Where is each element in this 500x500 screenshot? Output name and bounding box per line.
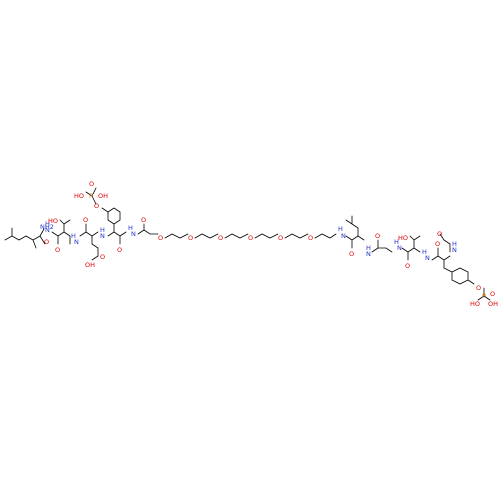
peg-linker: O O O O O O O H N [137, 216, 346, 242]
thr2-o-label: O [405, 262, 410, 270]
thr1-n-label: N [74, 238, 79, 246]
ac-p-o-label: O [490, 290, 495, 298]
glutamate: O O OH H N [79, 216, 105, 269]
leu2-nh-label: H [366, 244, 371, 252]
ptyr1-o-label: O [117, 246, 122, 254]
linker-o4-label: O [248, 234, 253, 242]
thr2-n-label: N [425, 254, 430, 262]
glu-n-label: N [100, 232, 105, 240]
thr1-oh-label: HO [48, 217, 58, 225]
ac-oh-label: OH [488, 300, 498, 308]
ptyr1-p-label: P [89, 192, 93, 200]
linker-o6-label: O [308, 234, 313, 242]
linker-o2-label: O [188, 234, 193, 242]
left-terminal-leucine: O NH2 H N [4, 220, 54, 249]
glycine: O H N [371, 232, 402, 253]
ac-o-amide-label: O [435, 240, 440, 248]
leu-nh2-label: NH2 [40, 223, 54, 231]
linker-o3-label: O [218, 234, 223, 242]
glu-o-label: O [83, 216, 88, 224]
thr2-nh-label: H [422, 248, 427, 256]
ptyr1-hoa-label: HO [74, 192, 84, 200]
gly-n-label: N [397, 244, 402, 252]
thr2-oh-label: HO [398, 234, 408, 242]
gly-nh-label: H [394, 238, 399, 246]
glu-cooh-o-label: O [100, 253, 105, 261]
leu-o-label: O [44, 238, 49, 246]
ac-n-label: N [452, 246, 457, 254]
linker-n-label: N [341, 232, 346, 240]
ptyr1-ring-o-label: O [94, 202, 99, 210]
threonine-1: HO O H N [48, 217, 79, 254]
linker-o1-label: O [158, 234, 163, 242]
thr1-nh-label: H [71, 232, 76, 240]
acetyl-phosphotyrosine: O O H N O P HO OH O [431, 230, 498, 308]
ac-o-label: O [437, 230, 442, 238]
linker-carbonyl-o-label: O [141, 216, 146, 224]
ptyr1-nh-label: H [128, 224, 133, 232]
glu-nh-label: H [100, 226, 105, 234]
ptyr1-n-label: N [131, 230, 136, 238]
gly-o-label: O [375, 232, 380, 240]
thr1-o-label: O [55, 246, 60, 254]
leucine-2: O H N [345, 215, 371, 258]
ptyr1-o-top-label: O [89, 180, 94, 188]
ac-ring-o-label: O [476, 284, 481, 292]
glu-cooh-oh-label: OH [85, 261, 95, 269]
ac-p-label: P [482, 292, 486, 300]
ac-nh-label: H [452, 240, 457, 248]
leu-n-label: N [45, 226, 50, 234]
leu-nh-label: H [45, 220, 50, 228]
threonine-2: HO O H N [398, 234, 430, 270]
ptyr1-oh-label: OH [98, 192, 108, 200]
ac-ho-label: HO [470, 300, 480, 308]
leu2-o-label: O [349, 250, 354, 258]
leu2-n-label: N [366, 250, 371, 258]
phosphotyrosine-1: O P HO OH O O H N [74, 180, 136, 254]
linker-nh-label: H [338, 225, 343, 233]
linker-o5-label: O [278, 234, 283, 242]
